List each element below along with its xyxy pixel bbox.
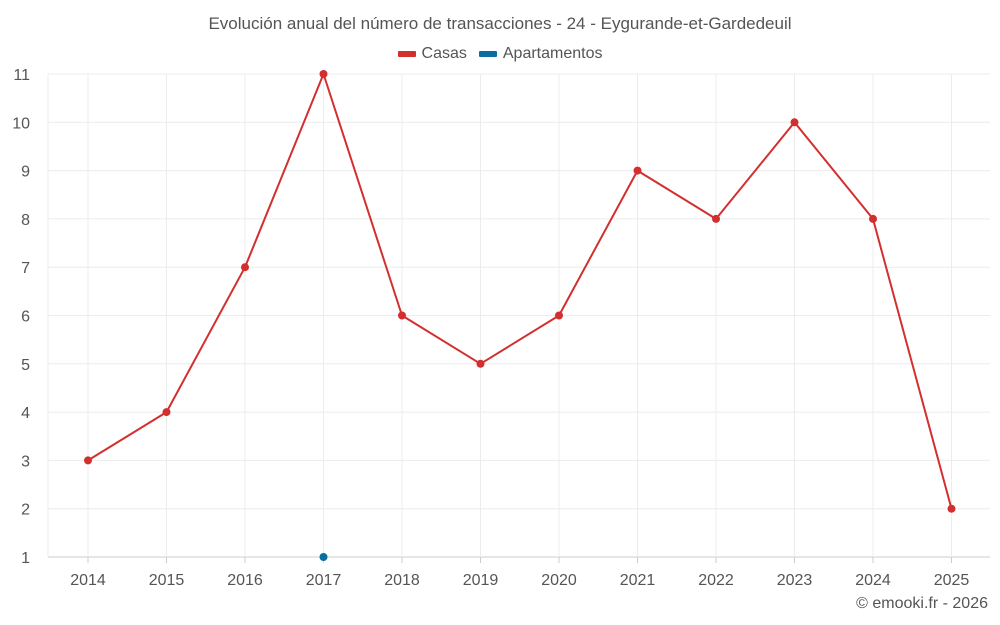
y-tick-label: 10 [12,115,30,132]
x-tick-label: 2020 [541,572,577,589]
legend-item-casas[interactable]: Casas [397,45,467,63]
data-point-0 [319,70,328,78]
data-point-0 [947,504,956,513]
y-tick-label: 3 [21,453,30,470]
x-tick-label: 2022 [698,572,734,589]
legend-label-apartamentos: Apartamentos [502,45,603,62]
y-tick-label: 6 [21,309,30,326]
x-tick-label: 2016 [227,572,263,589]
y-tick-label: 9 [21,164,30,181]
legend-swatch-apartamentos [478,51,497,57]
data-point-0 [162,408,171,417]
y-tick-label: 4 [21,405,30,422]
data-point-0 [633,166,642,175]
x-tick-label: 2017 [306,572,342,589]
data-point-0 [84,456,92,465]
x-tick-label: 2019 [463,572,499,589]
x-tick-label: 2023 [777,572,813,589]
data-point-0 [869,214,877,223]
x-tick-label: 2024 [855,572,891,589]
series-line-0 [87,73,953,509]
data-point-0 [712,214,720,223]
x-tick-label: 2018 [384,572,420,589]
y-tick-label: 1 [21,550,30,567]
chart-title: Evolución anual del número de transaccio… [208,14,792,33]
y-tick-label: 2 [21,502,30,519]
data-point-1 [319,553,328,561]
legend-swatch-casas [397,51,416,57]
y-tick-label: 8 [21,212,30,229]
data-point-0 [790,118,799,127]
data-point-0 [241,263,249,272]
data-point-0 [555,311,563,320]
x-tick-label: 2014 [70,572,106,589]
x-tick-label: 2021 [620,572,656,589]
legend-item-apartamentos[interactable]: Apartamentos [478,45,603,63]
legend-label-casas: Casas [421,45,467,62]
legend: Casas Apartamentos [0,45,1000,63]
y-tick-label: 5 [21,357,30,374]
y-tick-label: 7 [21,260,30,277]
data-point-0 [476,359,485,368]
y-tick-label: 11 [13,67,30,84]
data-point-0 [398,311,406,320]
x-tick-label: 2015 [149,572,185,589]
x-tick-label: 2025 [934,572,970,589]
copyright-text: © emooki.fr - 2026 [856,595,988,612]
